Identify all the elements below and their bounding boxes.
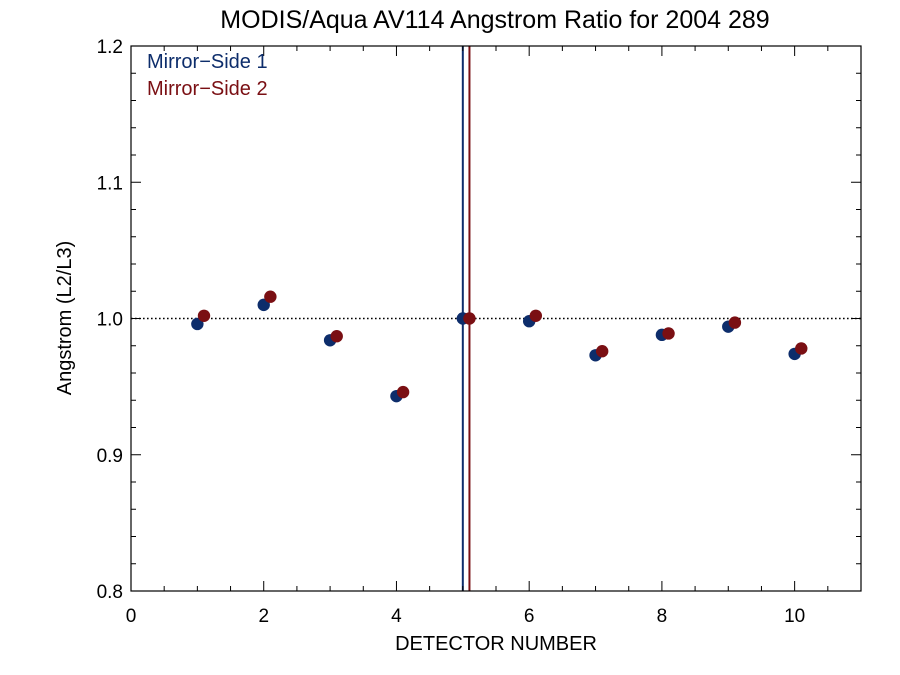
y-axis-label: Angstrom (L2/L3) [54,241,76,396]
data-point-series-2 [529,309,543,322]
legend-entry-mirror-side-1: Mirror−Side 1 [147,51,268,73]
data-point-series-2 [662,327,675,340]
data-point-series-2 [330,330,343,343]
x-tick-label: 10 [784,606,805,627]
axis-ticks: 0 2 4 6 8 10 0.8 0.9 1.0 1.1 1.2 [97,37,862,627]
x-tick-label: 4 [391,606,402,627]
x-tick-label: 0 [126,606,137,627]
legend-entry-mirror-side-2: Mirror−Side 2 [147,78,268,100]
data-point-series-2 [795,342,808,355]
x-tick-label: 2 [258,606,269,627]
data-point-series-2 [396,385,410,399]
data-marks [191,290,808,403]
data-point-series-2 [728,316,742,329]
y-tick-label: 1.2 [97,37,123,58]
y-tick-label: 0.8 [97,582,123,603]
x-tick-label: 8 [657,606,668,627]
x-tick-label: 6 [524,606,535,627]
plot-area [131,46,861,591]
data-point-series-2 [463,312,476,325]
x-axis-label: DETECTOR NUMBER [395,633,597,655]
chart-title: MODIS/Aqua AV114 Angstrom Ratio for 2004… [220,6,769,34]
plot-frame [130,45,862,592]
data-point-series-2 [197,309,211,322]
y-tick-label: 1.0 [97,310,123,331]
data-point-series-2 [595,345,609,358]
y-tick-label: 0.9 [97,446,123,467]
y-tick-label: 1.1 [97,173,123,194]
data-point-series-2 [264,290,277,303]
